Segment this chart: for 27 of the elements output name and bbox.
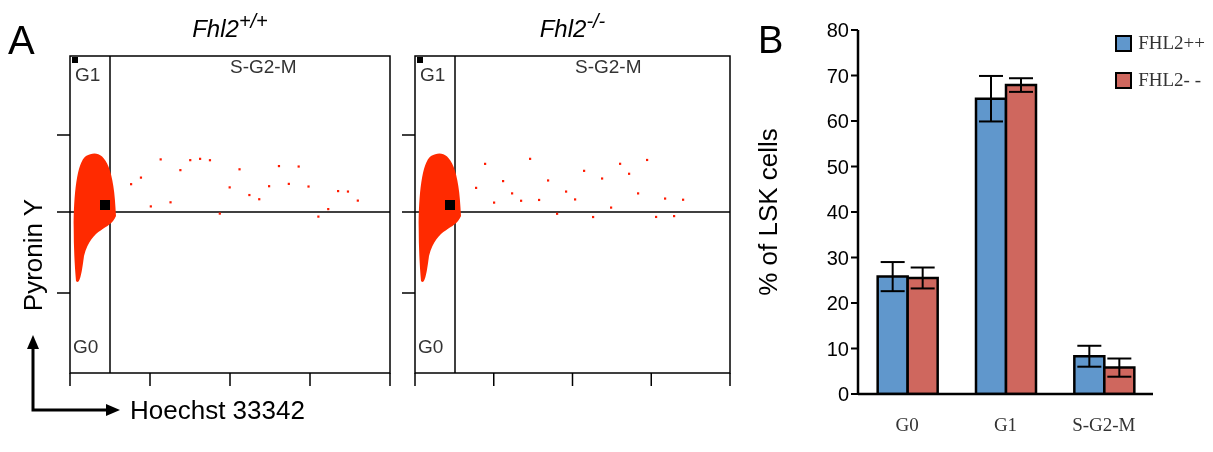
text: S-G2-M	[230, 56, 297, 78]
y-tick-label: 0	[837, 383, 849, 406]
y-tick-label: 60	[826, 110, 849, 133]
text: S-G2-M	[575, 56, 642, 78]
legend-label: FHL2++	[1138, 32, 1205, 54]
y-tick-label: 50	[826, 155, 849, 178]
text: G0	[73, 336, 99, 358]
y-tick-label: 70	[826, 64, 849, 87]
text: G1	[75, 64, 101, 86]
text: Pyronin Y	[17, 197, 49, 314]
text: Fhl2$^{-/-}$	[538, 10, 607, 43]
y-tick-label: 30	[826, 246, 849, 269]
legend-label: FHL2- -	[1138, 69, 1201, 91]
x-tick-label: S-G2-M	[1072, 414, 1136, 436]
y-tick-label: 80	[826, 19, 849, 42]
y-tick-label: 40	[826, 201, 849, 224]
y-axis-title: % of LSK cells	[753, 128, 784, 296]
text: Fhl2$^{+/+}$	[191, 10, 269, 43]
y-tick-label: 20	[826, 292, 849, 315]
text: A	[8, 18, 35, 62]
y-tick-label: 10	[826, 337, 849, 360]
x-tick-label: G1	[993, 414, 1018, 436]
text: G0	[418, 336, 444, 358]
text: Hoechst 33342	[130, 395, 305, 426]
x-tick-label: G0	[895, 414, 919, 436]
text: G1	[420, 64, 446, 86]
text: B	[758, 18, 784, 62]
